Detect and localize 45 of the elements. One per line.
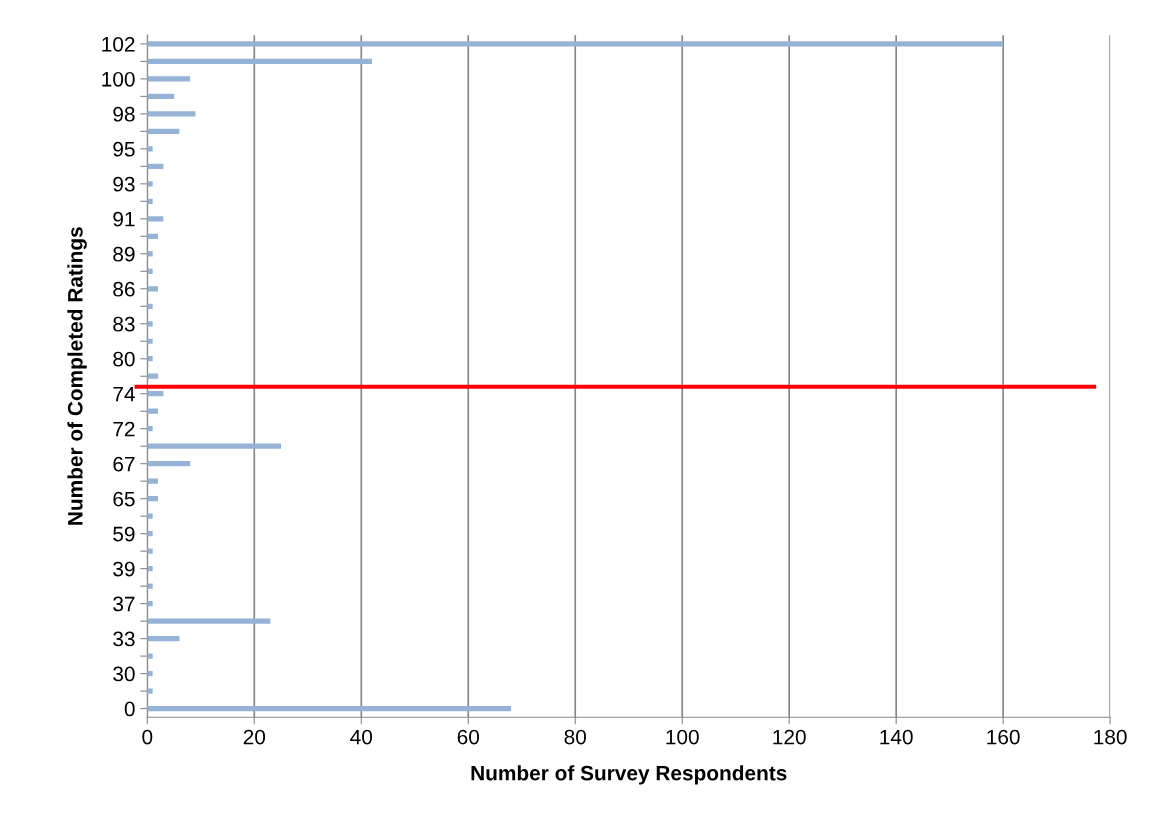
- bar: [147, 618, 271, 624]
- y-tick-label: 39: [113, 561, 135, 577]
- bar: [147, 635, 180, 642]
- x-tick-label: 160: [987, 729, 1020, 745]
- y-tick-label: 93: [113, 176, 135, 192]
- y-tick-label: 102: [102, 36, 135, 52]
- y-tick-label: 80: [113, 351, 135, 367]
- y-tick-label: 0: [124, 701, 135, 717]
- y-tick-label: 65: [113, 491, 135, 507]
- bar: [147, 128, 180, 134]
- bar: [147, 443, 282, 449]
- y-tick-label: 67: [113, 456, 135, 472]
- bar: [147, 76, 191, 82]
- y-tick-label: 30: [113, 666, 135, 682]
- x-tick-label: 180: [1094, 729, 1127, 745]
- y-tick-label: 100: [102, 71, 135, 87]
- bar: [147, 653, 153, 659]
- bar: [147, 111, 196, 117]
- y-tick-label: 89: [113, 246, 135, 262]
- x-tick-label: 100: [666, 729, 699, 745]
- x-tick-label: 120: [773, 729, 806, 745]
- y-tick-label: 33: [113, 631, 135, 647]
- y-tick-label: 83: [113, 316, 135, 332]
- x-tick-label: 60: [457, 729, 480, 745]
- y-tick-label: 98: [113, 106, 135, 122]
- y-tick-label: 95: [113, 141, 135, 157]
- y-tick-label: 59: [113, 526, 135, 542]
- x-tick-label: 20: [243, 729, 266, 745]
- x-tick-label: 80: [564, 729, 586, 745]
- y-tick-label: 37: [113, 596, 135, 612]
- x-tick-label: 140: [880, 729, 913, 745]
- bar: [147, 93, 175, 99]
- bar: [147, 58, 372, 65]
- bar: [147, 705, 512, 712]
- bar: [147, 688, 153, 694]
- x-tick-label: 40: [350, 729, 373, 745]
- y-tick-label: 91: [113, 211, 135, 227]
- x-axis-title: Number of Survey Respondents: [471, 765, 787, 785]
- y-tick-label: 72: [113, 421, 135, 437]
- y-tick-label: 86: [113, 281, 135, 297]
- x-tick-label: 0: [142, 729, 153, 745]
- y-tick-label: 74: [113, 386, 135, 402]
- bar: [147, 461, 191, 467]
- y-axis-title: Number of Completed Ratings: [67, 227, 87, 525]
- bar: [147, 41, 1004, 47]
